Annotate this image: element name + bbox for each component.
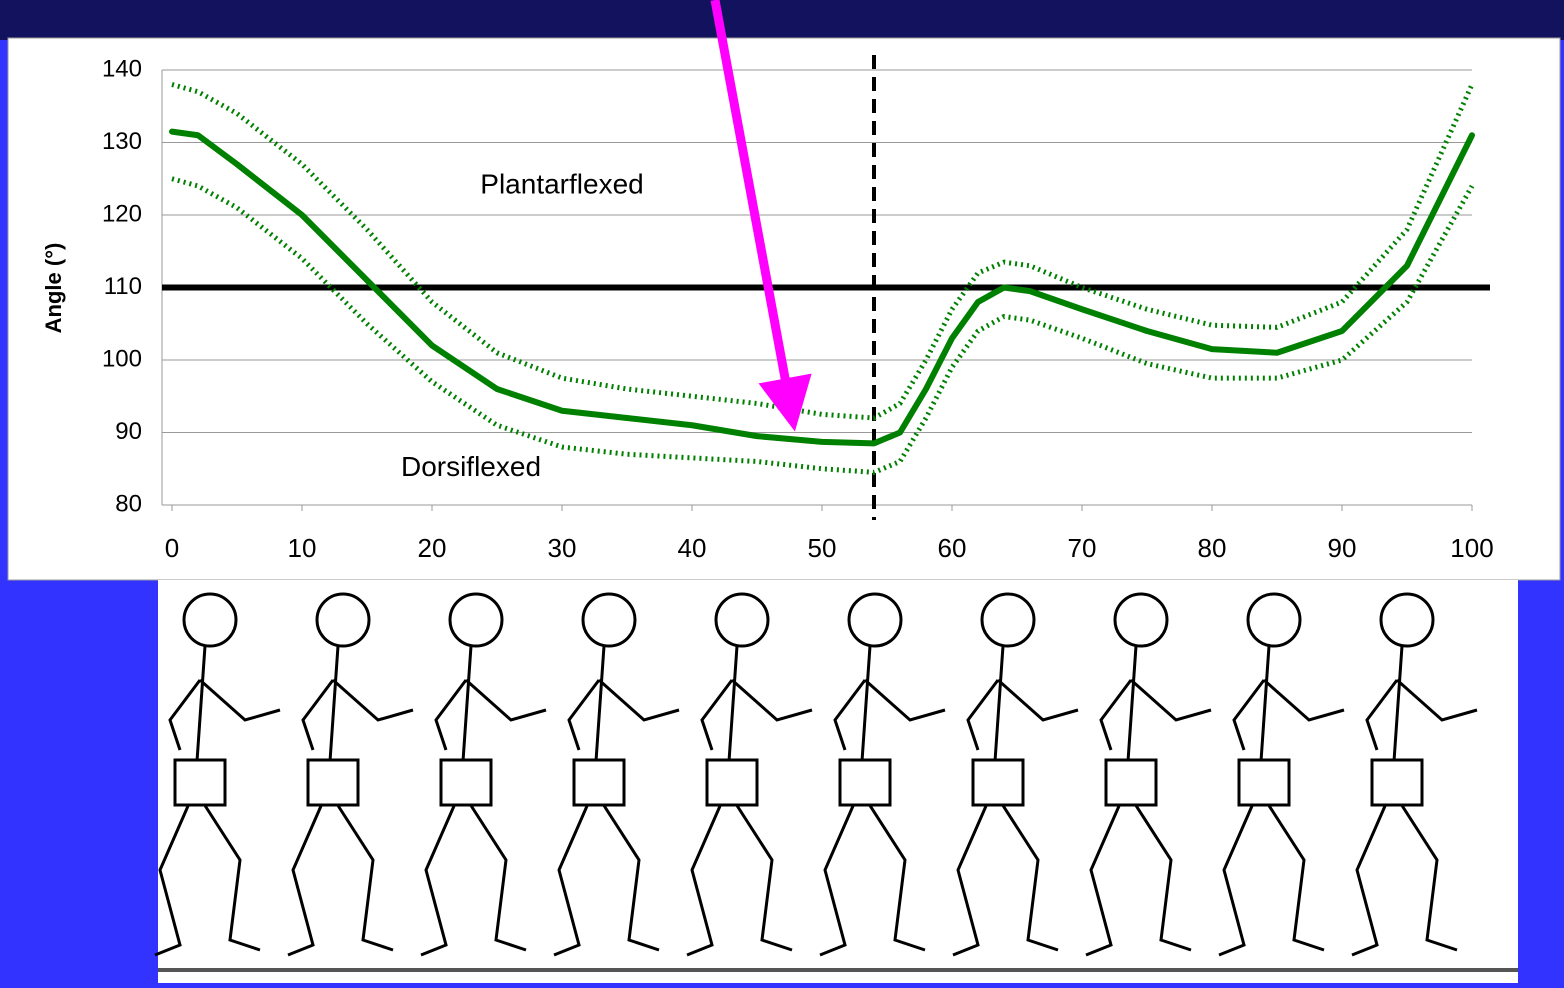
runner-shorts [308,760,358,805]
runner-head [317,594,369,646]
runner-head [450,594,502,646]
runner-head [849,594,901,646]
annotation: Dorsiflexed [401,451,541,482]
y-axis-label: Angle (°) [41,243,66,334]
y-tick-label: 90 [115,418,142,445]
runner-head [982,594,1034,646]
runner-head [184,594,236,646]
y-tick-label: 130 [102,128,142,155]
runner-head [583,594,635,646]
runner-shorts [840,760,890,805]
runner-shorts [973,760,1023,805]
x-tick-label: 90 [1328,533,1357,563]
y-tick-label: 100 [102,345,142,372]
x-tick-label: 0 [165,533,179,563]
y-tick-label: 140 [102,55,142,82]
x-tick-label: 20 [418,533,447,563]
x-tick-label: 60 [938,533,967,563]
x-tick-label: 40 [678,533,707,563]
x-tick-label: 100 [1450,533,1493,563]
x-tick-label: 50 [808,533,837,563]
runner-shorts [574,760,624,805]
x-tick-label: 80 [1198,533,1227,563]
page: 80 90 100 110 120 130 140 0 10 20 30 40 50 60 70 80 90 10… [0,0,1564,983]
runner-shorts [175,760,225,805]
x-tick-label: 10 [288,533,317,563]
y-tick-label: 120 [102,200,142,227]
slide: 80 90 100 110 120 130 140 0 10 20 30 40 50 60 70 80 90 10… [0,0,1564,983]
runner-shorts [1106,760,1156,805]
y-tick-label: 80 [115,490,142,517]
runner-head [716,594,768,646]
y-tick-label: 110 [104,273,142,300]
runner-shorts [1372,760,1422,805]
annotation: Plantarflexed [480,168,643,199]
runner-head [1248,594,1300,646]
runner-head [1115,594,1167,646]
x-tick-label: 70 [1068,533,1097,563]
runner-shorts [707,760,757,805]
runner-shorts [441,760,491,805]
runner-head [1381,594,1433,646]
x-tick-label: 30 [548,533,577,563]
title-band [0,0,1564,40]
runner-shorts [1239,760,1289,805]
